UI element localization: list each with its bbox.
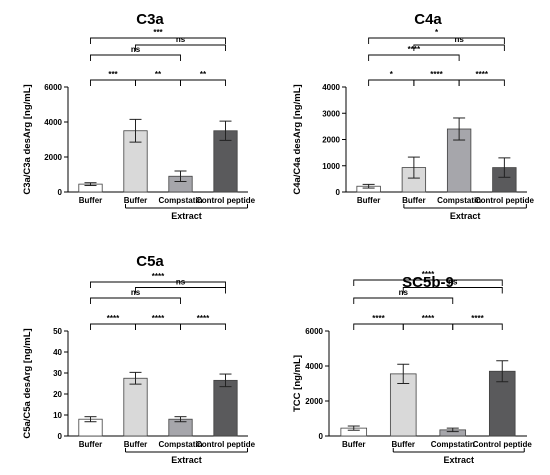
significance-label: **** — [197, 314, 210, 323]
significance-bracket — [413, 79, 460, 86]
significance-bracket — [90, 281, 226, 288]
significance-label: **** — [476, 70, 489, 79]
bar — [389, 373, 417, 437]
significance-bracket — [135, 323, 181, 330]
y-tick-label: 4000 — [305, 362, 323, 371]
y-tick-label: 20 — [53, 390, 62, 399]
significance-label: **** — [430, 70, 443, 79]
significance-label: **** — [422, 270, 435, 279]
significance-label: **** — [471, 314, 484, 323]
significance-bracket — [413, 44, 505, 51]
bar — [213, 379, 238, 437]
significance-bracket — [90, 297, 181, 304]
significance-bracket — [368, 54, 460, 61]
chart-panel-4: SC5b-9 TCC [ng/mL] 0 2000 4000 6000 Buffer Buff… — [292, 270, 532, 465]
x-tick-label: Buffer — [124, 196, 148, 205]
chart-title: SC5b-9 — [402, 274, 454, 291]
significance-label: **** — [152, 314, 165, 323]
x-tick-label: Control peptide — [475, 196, 535, 205]
x-tick-label: Compstatin — [437, 196, 481, 205]
chart-title: C5a — [136, 253, 164, 270]
significance-bracket — [180, 323, 226, 330]
significance-bracket — [90, 37, 226, 44]
significance-bracket — [90, 323, 136, 330]
significance-label: **** — [107, 314, 120, 323]
y-tick-label: 30 — [53, 369, 62, 378]
chart-title: C4a — [414, 11, 442, 28]
x-tick-label: Buffer — [124, 440, 148, 449]
y-tick-label: 10 — [53, 411, 62, 420]
chart-title: C3a — [136, 11, 164, 28]
y-tick-label: 0 — [58, 188, 63, 197]
group-label: Extract — [171, 455, 202, 465]
group-label: Extract — [443, 455, 474, 465]
significance-bracket — [368, 37, 505, 44]
group-label: Extract — [450, 211, 481, 221]
significance-bracket — [368, 79, 415, 86]
x-tick-label: Control peptide — [196, 196, 256, 205]
y-axis-label: TCC [ng/mL] — [292, 355, 303, 412]
significance-bracket — [135, 287, 226, 294]
significance-label: *** — [153, 28, 163, 37]
y-axis-label: C3a/C3a desArg [ng/mL] — [22, 84, 33, 194]
y-tick-label: 50 — [53, 327, 62, 336]
significance-label: ns — [176, 35, 186, 44]
significance-label: * — [435, 28, 439, 37]
significance-label: *** — [108, 70, 118, 79]
x-tick-label: Buffer — [342, 440, 366, 449]
significance-bracket — [402, 287, 503, 294]
x-tick-label: Buffer — [357, 196, 381, 205]
significance-label: ns — [448, 278, 458, 287]
y-tick-label: 0 — [58, 432, 63, 441]
y-tick-label: 40 — [53, 348, 62, 357]
y-tick-label: 0 — [319, 432, 324, 441]
chart-panel-3: C5a C5a/C5a desArg [ng/mL] 0 10 20 30 40 50 Buff… — [22, 253, 256, 465]
significance-bracket — [180, 79, 226, 86]
x-tick-label: Buffer — [79, 196, 103, 205]
significance-bracket — [353, 297, 454, 304]
significance-bracket — [452, 323, 503, 330]
significance-bracket — [458, 79, 505, 86]
significance-label: **** — [372, 314, 385, 323]
x-tick-label: Buffer — [391, 440, 415, 449]
y-axis-label: C5a/C5a desArg [ng/mL] — [22, 328, 33, 438]
significance-bracket — [135, 79, 181, 86]
significance-label: **** — [422, 314, 435, 323]
x-tick-label: Compstatin — [159, 196, 203, 205]
significance-label: ns — [454, 35, 464, 44]
x-tick-label: Buffer — [402, 196, 426, 205]
y-tick-label: 1000 — [322, 162, 340, 171]
y-tick-label: 3000 — [322, 109, 340, 118]
significance-label: ** — [200, 70, 207, 79]
y-tick-label: 2000 — [305, 397, 323, 406]
y-tick-label: 4000 — [44, 118, 62, 127]
y-tick-label: 4000 — [322, 83, 340, 92]
chart-panel-2: C4a C4a/C4a desArg [ng/mL] 0 1000 2000 3000 40… — [292, 11, 534, 221]
significance-bracket — [402, 323, 454, 330]
significance-bracket — [353, 323, 404, 330]
group-label: Extract — [171, 211, 202, 221]
y-tick-label: 6000 — [305, 327, 323, 336]
significance-bracket — [90, 54, 181, 61]
x-tick-label: Compstatin — [159, 440, 203, 449]
x-tick-label: Compstatin — [431, 440, 475, 449]
x-tick-label: Buffer — [79, 440, 103, 449]
chart-panel-1: C3a C3a/C3a desArg [ng/mL] 0 2000 4000 6000 Bu… — [22, 11, 256, 221]
significance-bracket — [90, 79, 136, 86]
significance-label: **** — [152, 272, 165, 281]
y-axis-label: C4a/C4a desArg [ng/mL] — [292, 84, 303, 194]
significance-label: * — [390, 70, 394, 79]
significance-bracket — [353, 279, 503, 286]
bar — [123, 377, 148, 437]
significance-label: ** — [155, 70, 162, 79]
x-tick-label: Control peptide — [473, 440, 533, 449]
y-tick-label: 2000 — [322, 136, 340, 145]
y-tick-label: 0 — [336, 188, 341, 197]
y-tick-label: 2000 — [44, 153, 62, 162]
x-tick-label: Control peptide — [196, 440, 256, 449]
significance-bracket — [135, 44, 226, 51]
y-tick-label: 6000 — [44, 83, 62, 92]
